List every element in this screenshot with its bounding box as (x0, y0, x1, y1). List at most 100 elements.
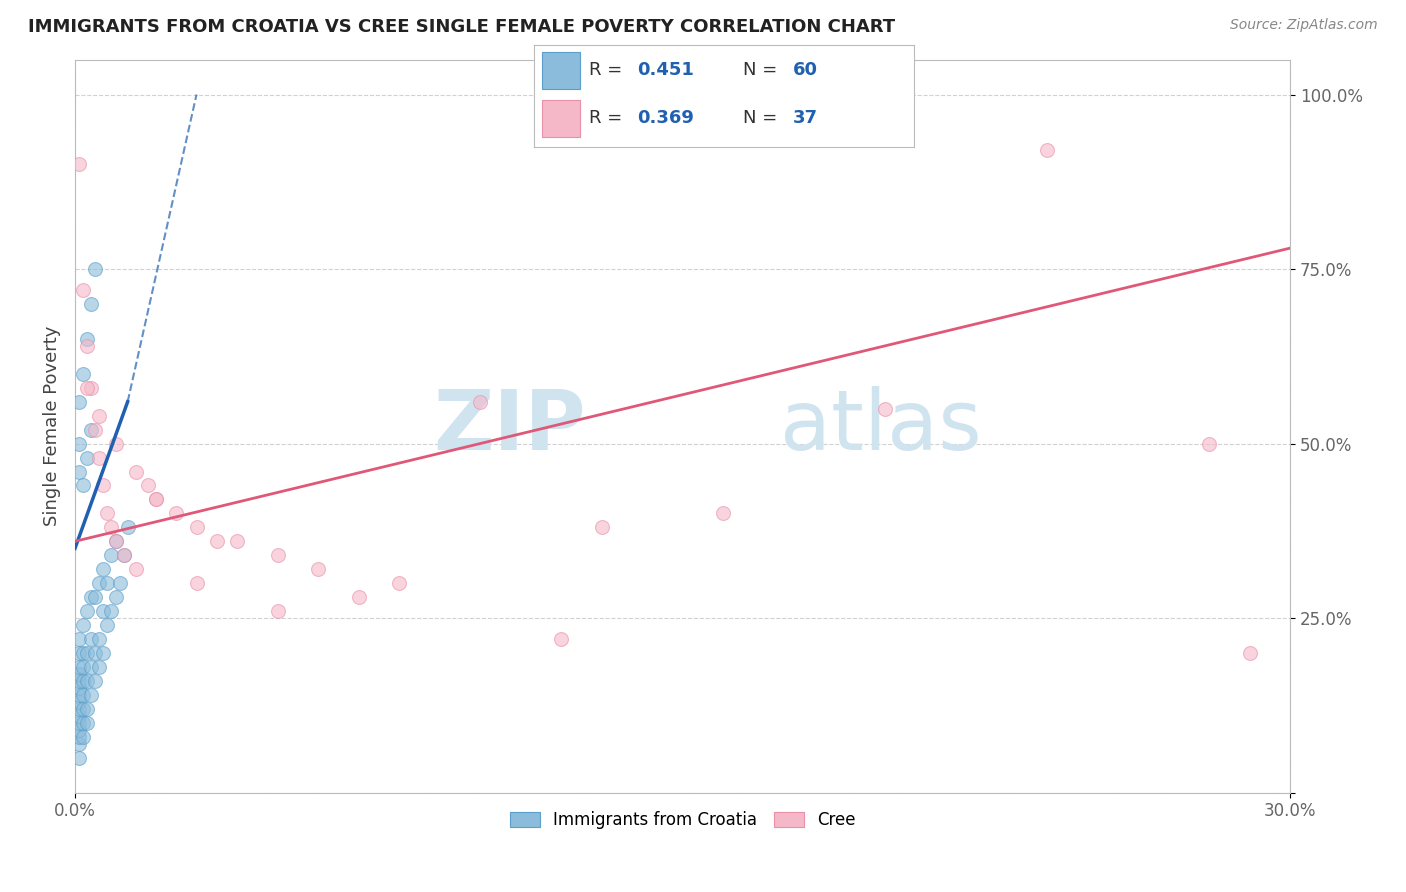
Point (67, 646, 90, 660)
Point (72, 730, 94, 744)
Point (67, 667, 90, 681)
Text: N =: N = (744, 110, 778, 128)
Point (76, 646, 98, 660)
Point (117, 520, 139, 534)
Point (93, 604, 115, 618)
Point (89, 660, 111, 674)
Point (84, 590, 107, 604)
Point (72, 715, 94, 730)
Point (76, 332, 98, 346)
Point (72, 673, 94, 688)
Point (468, 394, 491, 409)
Point (80, 297, 103, 311)
Point (76, 715, 98, 730)
Point (80, 660, 103, 674)
Point (165, 507, 187, 521)
Point (72, 702, 94, 716)
Point (84, 646, 107, 660)
Point (76, 604, 98, 618)
Point (80, 590, 103, 604)
Point (1036, 144, 1059, 158)
Point (112, 549, 135, 563)
Point (84, 423, 107, 437)
Point (93, 562, 115, 576)
Text: 60: 60 (793, 62, 817, 79)
Point (67, 394, 90, 409)
Point (67, 681, 90, 695)
Point (145, 492, 167, 507)
Point (89, 450, 111, 465)
Point (93, 646, 115, 660)
Text: R =: R = (589, 62, 623, 79)
Point (80, 381, 103, 395)
Point (100, 604, 122, 618)
Point (125, 465, 148, 479)
Point (67, 709, 90, 723)
Text: ZIP: ZIP (433, 385, 585, 467)
Point (67, 436, 90, 450)
Point (76, 339, 98, 353)
Point (266, 604, 288, 618)
Point (226, 534, 249, 549)
Point (550, 632, 572, 646)
Point (67, 737, 90, 751)
Point (76, 381, 98, 395)
Point (67, 632, 90, 646)
Point (205, 534, 228, 549)
Point (1198, 436, 1220, 450)
Point (108, 576, 131, 591)
Point (80, 688, 103, 702)
Point (96, 618, 118, 632)
Point (72, 688, 94, 702)
Point (72, 283, 94, 297)
Point (266, 549, 288, 563)
Point (67, 688, 90, 702)
Point (76, 702, 98, 716)
Point (67, 660, 90, 674)
Point (104, 534, 127, 549)
Y-axis label: Single Female Poverty: Single Female Poverty (44, 326, 60, 526)
Point (72, 618, 94, 632)
Point (72, 367, 94, 381)
Text: 37: 37 (793, 110, 817, 128)
Point (67, 723, 90, 737)
Point (72, 646, 94, 660)
Point (67, 673, 90, 688)
Point (104, 534, 127, 549)
Point (72, 478, 94, 492)
Point (76, 673, 98, 688)
Point (76, 450, 98, 465)
Point (89, 409, 111, 423)
Point (591, 520, 613, 534)
Point (100, 520, 122, 534)
Point (125, 562, 148, 576)
Point (67, 695, 90, 709)
Point (711, 507, 734, 521)
Point (186, 576, 208, 591)
Point (67, 715, 90, 730)
Point (67, 465, 90, 479)
Point (145, 492, 167, 507)
Point (388, 576, 411, 591)
Point (67, 157, 90, 171)
Point (136, 478, 159, 492)
Point (104, 436, 127, 450)
Bar (541, 52, 579, 88)
Point (67, 750, 90, 764)
Point (80, 423, 103, 437)
Point (84, 673, 107, 688)
Text: 0.369: 0.369 (637, 110, 693, 128)
Legend: Immigrants from Croatia, Cree: Immigrants from Croatia, Cree (503, 805, 862, 836)
Point (67, 730, 90, 744)
Text: 0.451: 0.451 (637, 62, 693, 79)
Bar (541, 100, 579, 137)
Point (89, 576, 111, 591)
Point (347, 590, 370, 604)
Point (67, 702, 90, 716)
Text: Source: ZipAtlas.com: Source: ZipAtlas.com (1230, 18, 1378, 32)
Point (96, 507, 118, 521)
Point (875, 401, 897, 416)
Point (84, 262, 107, 277)
Point (89, 632, 111, 646)
Text: IMMIGRANTS FROM CROATIA VS CREE SINGLE FEMALE POVERTY CORRELATION CHART: IMMIGRANTS FROM CROATIA VS CREE SINGLE F… (28, 18, 896, 36)
